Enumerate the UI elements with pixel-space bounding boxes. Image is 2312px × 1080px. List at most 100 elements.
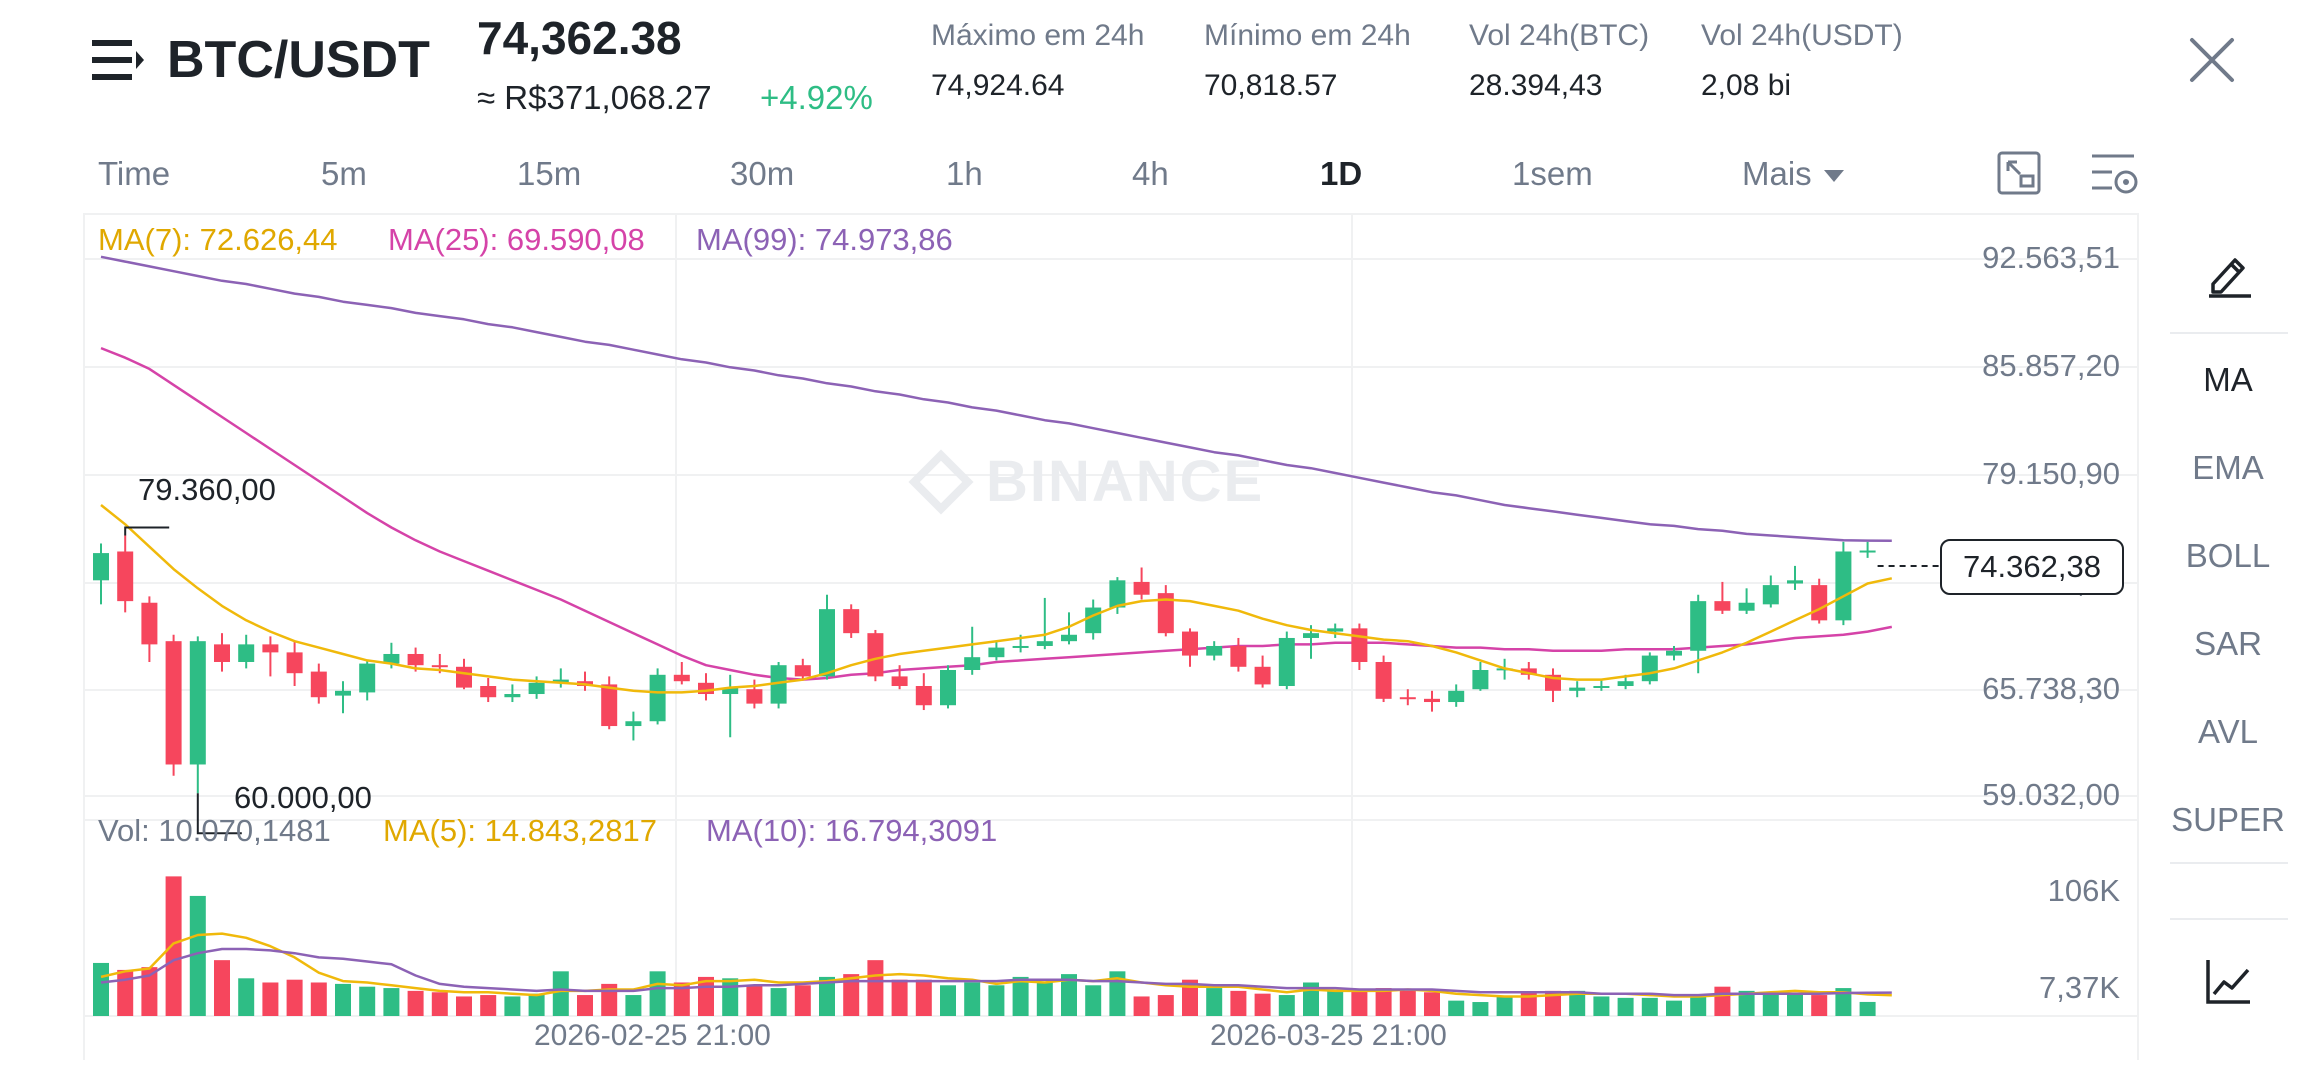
volume-bar [504, 996, 521, 1016]
tab-1d[interactable]: 1D [1320, 155, 1363, 192]
candle-up [1109, 580, 1126, 608]
legend-volume-ma10: MA(10): 16.794,3091 [706, 813, 998, 848]
candle-up [1690, 601, 1707, 651]
close-icon[interactable] [2184, 32, 2240, 88]
candle-down [915, 686, 932, 706]
tab-15m[interactable]: 15m [517, 155, 582, 192]
candle-up [1206, 645, 1223, 656]
candle-up [1666, 650, 1682, 656]
candle-up [722, 687, 739, 695]
candles [93, 535, 1876, 794]
candle-down [1811, 585, 1828, 621]
volume-bar [1617, 997, 1634, 1016]
y-axis-label: 92.563,51 [1982, 240, 2120, 275]
candle-down [117, 551, 134, 602]
candle-up [1327, 628, 1344, 632]
candle-down [891, 676, 908, 687]
indicator-ema[interactable]: EMA [2192, 449, 2264, 486]
tab-1h[interactable]: 1h [946, 155, 983, 192]
candle-down [141, 602, 158, 645]
candle-down [456, 666, 472, 688]
volume-bar [1061, 974, 1077, 1016]
price-local-currency: ≈ R$371,068.27 [477, 79, 712, 116]
volume-bar [141, 967, 158, 1016]
candle-up [1303, 633, 1319, 638]
candle-down [1520, 668, 1537, 675]
stat-high-value: 74,924.64 [931, 69, 1065, 102]
tab-4h[interactable]: 4h [1132, 155, 1169, 192]
volume-bar [1569, 990, 1586, 1016]
volume-bar [770, 988, 787, 1016]
volume-bar [407, 990, 424, 1016]
candle-up [335, 690, 351, 696]
candle-up [1278, 637, 1295, 687]
volume-bar [891, 979, 908, 1016]
candle-up [1762, 585, 1779, 605]
indicator-boll[interactable]: BOLL [2185, 537, 2271, 574]
chart-frame [83, 213, 2139, 1017]
volume-bar [1375, 988, 1392, 1016]
tab-more[interactable]: Mais [1742, 152, 1844, 196]
menu-icon[interactable] [92, 38, 144, 82]
line-chart-icon[interactable] [2204, 956, 2254, 1006]
caret-down-icon [1823, 170, 1844, 183]
volume-bar [1738, 990, 1755, 1016]
candle-up [1859, 550, 1876, 553]
binance-logo-icon [908, 449, 974, 515]
chart-markers [124, 526, 1940, 835]
candle-up [1641, 655, 1658, 682]
volume-bar [1399, 990, 1416, 1016]
volume-bar [1012, 976, 1029, 1016]
y-axis-label: 59.032,00 [1982, 777, 2120, 812]
legend-ma99: MA(99): 74.973,86 [696, 222, 953, 257]
volume-bar [359, 986, 376, 1016]
volume-bar [189, 895, 206, 1016]
candle-up [1738, 602, 1755, 611]
volume-bar [528, 993, 545, 1016]
volume-bar [165, 876, 182, 1016]
candle-up [1472, 669, 1489, 690]
tab-1sem[interactable]: 1sem [1512, 155, 1593, 192]
volume-bar [1593, 996, 1610, 1016]
indicator-avl[interactable]: AVL [2198, 713, 2258, 750]
indicator-sar[interactable]: SAR [2194, 625, 2262, 662]
candle-up [1085, 607, 1102, 634]
volume-bar [214, 960, 230, 1016]
stat-vol-btc-label: Vol 24h(BTC) [1469, 19, 1650, 52]
volume-bar [1448, 1000, 1465, 1016]
ma7-series [100, 504, 1893, 694]
candle-down [1157, 593, 1174, 634]
tab-5m[interactable]: 5m [321, 155, 367, 192]
indicator-super[interactable]: SUPER [2171, 801, 2285, 838]
stat-vol-usdt-label: Vol 24h(USDT) [1701, 19, 1903, 52]
volume-bar [819, 976, 835, 1016]
volume-bar [1762, 992, 1779, 1016]
candle-down [165, 641, 182, 765]
volume-bar [310, 982, 327, 1016]
tab-30m[interactable]: 30m [730, 155, 795, 192]
fullscreen-icon[interactable] [1996, 150, 2042, 196]
candle-down [286, 652, 303, 674]
candle-up [819, 609, 835, 677]
volume-bar [794, 985, 811, 1016]
candle-up [1835, 551, 1852, 621]
chart-settings-icon[interactable] [2090, 150, 2140, 198]
candle-up [189, 641, 206, 765]
volume-bar [1641, 997, 1658, 1016]
candle-down [1182, 631, 1198, 656]
volume-bar [1206, 988, 1223, 1016]
y-axis-label: 79.150,90 [1982, 456, 2120, 491]
candle-down [601, 684, 618, 727]
candle-up [649, 674, 666, 722]
pencil-draw-icon[interactable] [2205, 248, 2255, 298]
candle-down [1351, 628, 1368, 662]
indicator-ma[interactable]: MA [2203, 361, 2253, 398]
candle-up [964, 657, 981, 670]
pair-name[interactable]: BTC/USDT [167, 31, 430, 89]
x-axis-date-label: 2026-03-25 21:00 [1210, 1019, 1447, 1052]
candle-up [528, 682, 545, 695]
tab-time[interactable]: Time [98, 155, 171, 192]
legend-ma25: MA(25): 69.590,08 [388, 222, 645, 257]
volume-bar [1157, 995, 1174, 1016]
